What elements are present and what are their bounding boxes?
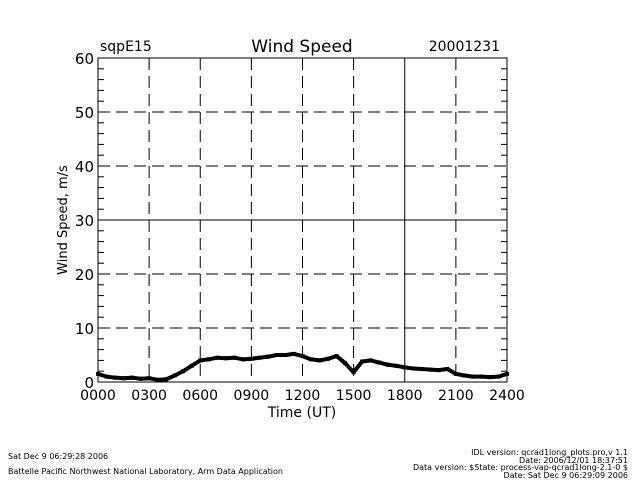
footer-org: Battelle Pacific Northwest National Labo… bbox=[8, 467, 283, 476]
data-point bbox=[257, 355, 262, 360]
y-tick-label: 40 bbox=[75, 158, 94, 176]
data-point bbox=[453, 371, 458, 376]
data-point bbox=[232, 355, 237, 360]
data-point bbox=[394, 363, 399, 368]
data-point bbox=[274, 353, 279, 357]
data-point bbox=[385, 362, 390, 367]
data-point bbox=[479, 374, 484, 379]
data-point bbox=[326, 356, 331, 361]
x-tick-label: 0900 bbox=[234, 388, 270, 404]
data-point bbox=[317, 358, 322, 363]
data-point bbox=[351, 370, 356, 375]
data-point bbox=[436, 368, 441, 373]
data-point bbox=[428, 367, 433, 372]
footer-timestamp: Sat Dec 9 06:29:28 2006 bbox=[8, 452, 108, 461]
data-point bbox=[189, 363, 194, 368]
footer-idl-date: Date: 2006/12/01 18:37:51 bbox=[519, 456, 628, 465]
data-point bbox=[496, 374, 501, 379]
y-tick-label: 30 bbox=[75, 212, 94, 230]
footer-idl-version: IDL version: qcrad1long_plots.pro,v 1.1 bbox=[471, 448, 628, 457]
x-tick-label: 0000 bbox=[80, 388, 116, 404]
data-point bbox=[198, 358, 203, 363]
data-point bbox=[240, 357, 245, 362]
data-point bbox=[181, 369, 186, 374]
data-point bbox=[164, 377, 169, 382]
site-label: sqpE15 bbox=[100, 39, 152, 55]
data-point bbox=[309, 357, 314, 362]
plot-frame bbox=[97, 57, 508, 383]
y-tick-label: 60 bbox=[75, 50, 94, 68]
data-point bbox=[138, 376, 143, 381]
y-tick-label: 0 bbox=[84, 374, 94, 392]
x-tick-label: 0300 bbox=[131, 388, 167, 404]
data-point bbox=[291, 351, 296, 356]
date-label: 20001231 bbox=[429, 39, 500, 55]
data-point bbox=[121, 376, 126, 381]
x-tick-label: 0600 bbox=[182, 388, 218, 404]
data-point bbox=[419, 367, 424, 372]
data-point bbox=[402, 365, 407, 370]
data-point bbox=[266, 354, 271, 359]
y-tick-label: 10 bbox=[75, 320, 94, 338]
data-point bbox=[223, 356, 228, 361]
data-point bbox=[360, 359, 365, 364]
data-point bbox=[283, 353, 288, 357]
data-point bbox=[334, 354, 339, 359]
data-point bbox=[147, 376, 152, 381]
x-tick-label: 2100 bbox=[438, 388, 474, 404]
x-tick-label: 1800 bbox=[387, 388, 423, 404]
data-point bbox=[462, 373, 467, 378]
data-point bbox=[215, 355, 220, 360]
y-tick-label: 50 bbox=[75, 104, 94, 122]
y-axis-label: Wind Speed, m/s bbox=[56, 165, 71, 275]
data-point bbox=[343, 361, 348, 366]
x-tick-label: 1200 bbox=[285, 388, 321, 404]
x-tick-label: 1500 bbox=[336, 388, 372, 404]
footer-data-version: Data version: $State: process-vap-qcrad1… bbox=[413, 463, 628, 472]
data-point bbox=[155, 377, 160, 382]
footer-data-date: Date: Sat Dec 9 06:29:09 2006 bbox=[503, 471, 628, 480]
data-point bbox=[470, 374, 475, 379]
data-point bbox=[300, 354, 305, 359]
data-point bbox=[206, 357, 211, 362]
y-tick-label: 20 bbox=[75, 266, 94, 284]
data-point bbox=[368, 358, 373, 363]
x-tick-label: 2400 bbox=[489, 388, 525, 404]
data-point bbox=[411, 366, 416, 371]
data-point bbox=[487, 375, 492, 380]
data-point bbox=[445, 367, 450, 372]
data-point bbox=[113, 375, 118, 380]
data-point bbox=[249, 356, 254, 361]
x-axis-label: Time (UT) bbox=[267, 405, 336, 421]
data-point bbox=[104, 374, 109, 379]
data-point bbox=[172, 373, 177, 378]
data-point bbox=[377, 360, 382, 365]
data-point bbox=[130, 375, 135, 380]
chart-title: Wind Speed bbox=[251, 37, 352, 57]
